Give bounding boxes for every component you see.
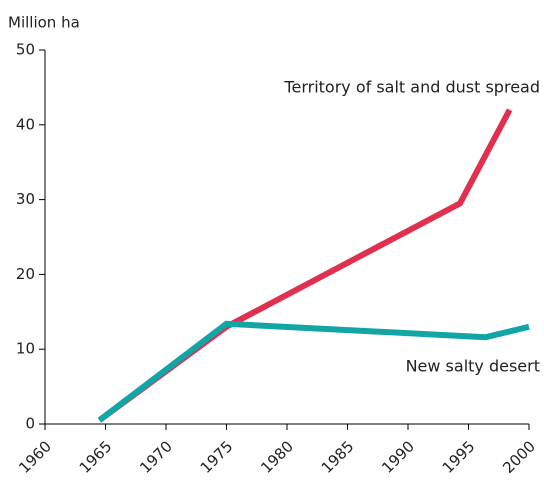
x-tick-label: 1965 xyxy=(76,437,116,477)
y-tick-label: 0 xyxy=(25,415,35,433)
y-tick-label: 40 xyxy=(16,115,35,133)
series-label: Territory of salt and dust spread xyxy=(283,78,540,97)
y-tick-label: 50 xyxy=(16,41,35,59)
x-tick-label: 1960 xyxy=(15,437,55,477)
y-axis-label: Million ha xyxy=(8,14,80,32)
x-tick-label: 1995 xyxy=(439,437,479,477)
y-tick-label: 30 xyxy=(16,190,35,208)
series-label: New salty desert xyxy=(406,357,540,376)
line xyxy=(97,320,530,423)
x-tick-label: 1985 xyxy=(318,437,358,477)
y-tick-label: 20 xyxy=(16,265,35,283)
x-tick-label: 1970 xyxy=(136,437,176,477)
x-tick-label: 2000 xyxy=(499,437,539,477)
x-tick-label: 1990 xyxy=(378,437,418,477)
x-tick-label: 1980 xyxy=(257,437,297,477)
x-tick-label: 1975 xyxy=(197,437,237,477)
y-tick-label: 10 xyxy=(16,340,35,358)
